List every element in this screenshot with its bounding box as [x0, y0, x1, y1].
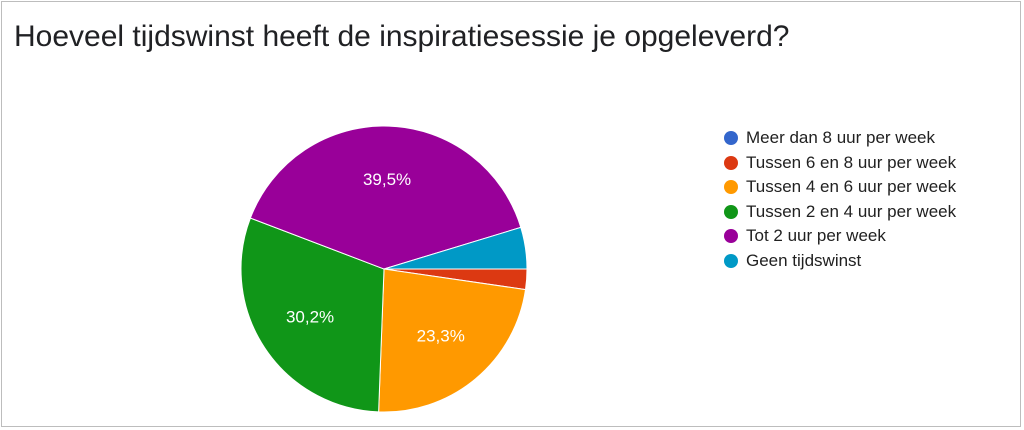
- legend-label: Tot 2 uur per week: [746, 226, 886, 246]
- slice-label-tussen-4-en-6-uur-per-week: 23,3%: [417, 327, 465, 346]
- legend-item-meer-dan-8-uur-per-week[interactable]: Meer dan 8 uur per week: [724, 126, 956, 151]
- legend-swatch: [724, 155, 738, 170]
- legend-label: Tussen 4 en 6 uur per week: [746, 177, 957, 197]
- legend-item-tussen-6-en-8-uur-per-week[interactable]: Tussen 6 en 8 uur per week: [724, 151, 956, 176]
- legend-swatch: [724, 229, 738, 244]
- legend-label: Geen tijdswinst: [746, 250, 862, 270]
- pie-slice-tussen-4-en-6-uur-per-week[interactable]: [378, 268, 527, 413]
- legend-swatch: [724, 131, 738, 146]
- legend-swatch: [724, 180, 738, 195]
- legend-swatch: [724, 253, 738, 268]
- legend-item-tussen-2-en-4-uur-per-week[interactable]: Tussen 2 en 4 uur per week: [724, 200, 956, 225]
- legend-item-geen-tijdswinst[interactable]: Geen tijdswinst: [724, 249, 956, 274]
- slice-label-tussen-2-en-4-uur-per-week: 30,2%: [286, 307, 334, 326]
- slice-label-tot-2-uur-per-week: 39,5%: [363, 170, 411, 189]
- legend-swatch: [724, 204, 738, 219]
- chart-legend: Meer dan 8 uur per week Tussen 6 en 8 uur…: [724, 126, 956, 273]
- legend-label: Meer dan 8 uur per week: [746, 128, 935, 148]
- chart-title: Hoeveel tijdswinst heeft de inspiratiese…: [14, 20, 790, 53]
- legend-label: Tussen 2 en 4 uur per week: [746, 201, 957, 221]
- pie-slice-tot-2-uur-per-week[interactable]: [249, 125, 522, 270]
- legend-item-tussen-4-en-6-uur-per-week[interactable]: Tussen 4 en 6 uur per week: [724, 175, 956, 200]
- pie-slice-geen-tijdswinst[interactable]: [383, 226, 528, 270]
- pie-slice-tussen-2-en-4-uur-per-week[interactable]: [240, 217, 385, 413]
- legend-label: Tussen 6 en 8 uur per week: [746, 152, 957, 172]
- legend-item-tot-2-uur-per-week[interactable]: Tot 2 uur per week: [724, 224, 956, 249]
